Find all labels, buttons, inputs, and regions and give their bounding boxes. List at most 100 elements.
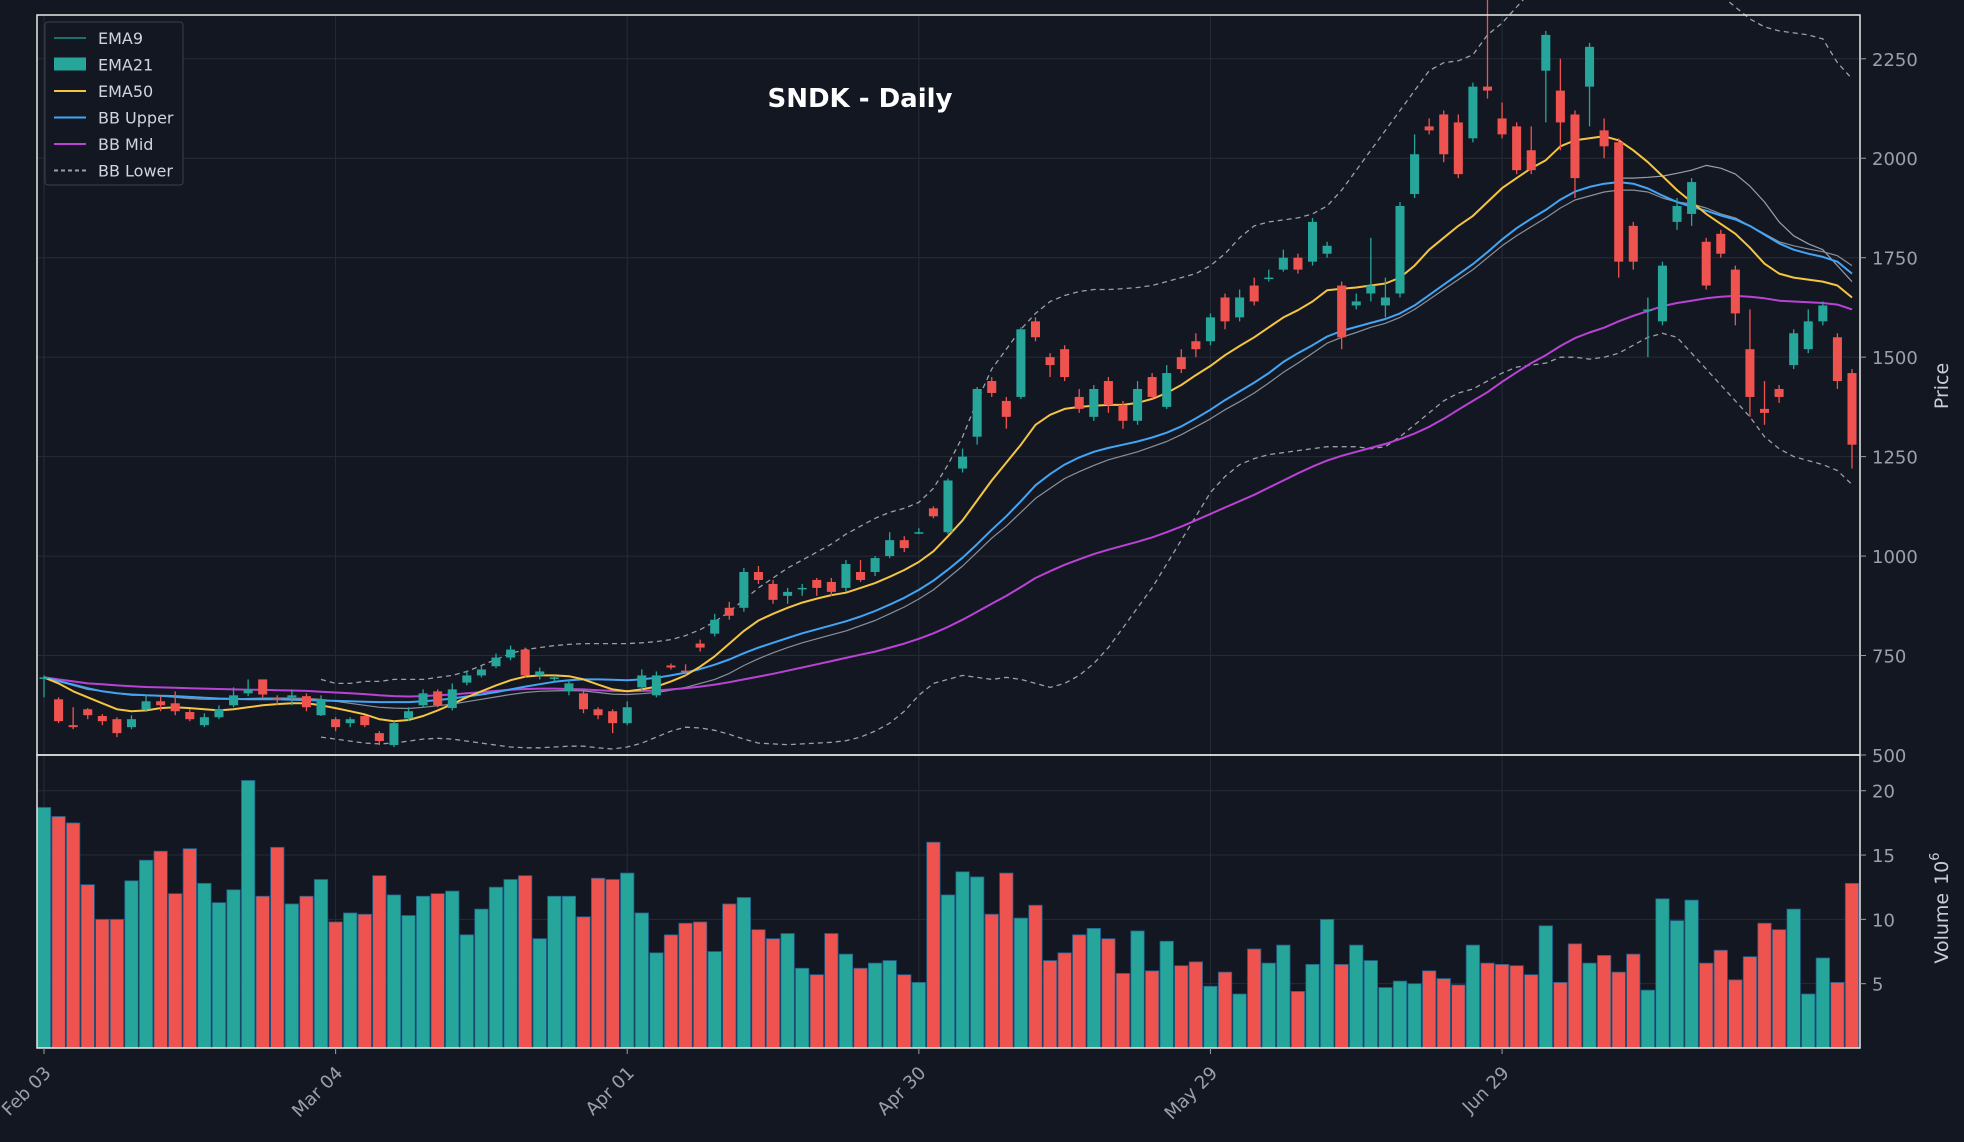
volume-bar <box>634 912 649 1049</box>
candle-body <box>1001 400 1011 417</box>
volume-bar <box>620 872 635 1049</box>
candle-body <box>1759 408 1770 413</box>
volume-bar <box>1101 938 1116 1049</box>
bb-mid-line <box>43 294 1853 698</box>
candle-body <box>1701 241 1711 286</box>
candle-body <box>491 657 501 667</box>
volume-bar <box>1057 952 1072 1049</box>
volume-bar <box>1524 974 1539 1049</box>
volume-bar <box>430 893 445 1049</box>
candle-body <box>1351 301 1361 306</box>
candle-body <box>753 571 763 580</box>
volume-bar <box>1232 993 1247 1049</box>
price-tick-label: 500 <box>1872 746 1906 767</box>
candles <box>39 0 1857 748</box>
volume-bar <box>1217 971 1233 1049</box>
candle-body <box>958 456 968 469</box>
volume-tick-label: 10 <box>1872 910 1895 931</box>
candle-body <box>578 693 589 710</box>
volume-bar <box>1261 962 1276 1049</box>
volume-bar <box>1844 882 1860 1049</box>
candle-body <box>97 716 107 722</box>
volume-bar <box>1494 963 1510 1049</box>
volume-bar <box>838 953 854 1049</box>
volume-bar <box>328 921 343 1049</box>
volume-bar <box>940 894 956 1049</box>
volume-bar <box>605 879 620 1049</box>
volume-bar <box>1553 981 1568 1049</box>
candle-body <box>141 701 151 710</box>
candle-body <box>243 689 253 694</box>
candle-body <box>1687 182 1697 214</box>
ema9-upper-line <box>1618 164 1853 283</box>
candle-body <box>1118 404 1128 421</box>
volume-bar <box>1115 972 1131 1049</box>
candle-body <box>651 675 661 696</box>
candle-body <box>1133 388 1143 421</box>
bb-lower-upper-band-line <box>320 0 1853 685</box>
volume-bar <box>299 895 314 1049</box>
legend: EMA9 EMA21 EMA50 BB Upper BB Mid BB Lower <box>44 21 184 186</box>
volume-bar <box>401 915 416 1049</box>
candle-body <box>199 717 209 726</box>
volume-bar <box>1378 987 1393 1049</box>
candle-body <box>1162 373 1172 407</box>
volume-bar <box>1509 965 1524 1049</box>
volume-bar <box>488 886 504 1049</box>
candle-body <box>1803 321 1813 350</box>
volume-bar <box>153 850 168 1049</box>
volume-bar <box>984 913 999 1049</box>
candle-body <box>170 703 180 712</box>
volume-bar <box>590 877 606 1049</box>
candle-body <box>389 723 399 746</box>
candle-body <box>564 683 574 692</box>
volume-bar <box>1771 929 1787 1049</box>
candle-body <box>214 709 224 718</box>
candle-body <box>841 564 851 588</box>
volume-bar <box>1465 944 1481 1049</box>
volume-bar <box>722 903 737 1049</box>
candle-body <box>112 719 122 734</box>
price-axis-ticks: 500 750 1000 1250 1500 1750 2000 2250 <box>1860 50 1918 767</box>
ema21-line <box>43 189 1853 710</box>
volume-bar <box>1392 980 1408 1049</box>
candle-body <box>345 719 355 724</box>
volume-bar <box>1640 989 1655 1049</box>
candle-body <box>1526 150 1536 171</box>
volume-bar <box>751 929 766 1049</box>
candle-body <box>54 699 64 722</box>
price-grid <box>37 15 1860 755</box>
volume-bar <box>795 967 810 1049</box>
candle-body <box>1730 269 1740 314</box>
candle-body <box>1745 349 1755 397</box>
bb-lower-line <box>320 332 1853 750</box>
candle-body <box>1585 46 1595 87</box>
price-tick-label: 1000 <box>1872 547 1918 568</box>
volume-bar <box>1538 925 1553 1049</box>
candle-body <box>272 698 282 701</box>
volume-bar <box>445 890 460 1049</box>
volume-bar <box>1757 922 1772 1049</box>
candle-body <box>885 540 895 557</box>
candle-body <box>739 571 749 608</box>
price-axis-label: Price <box>1931 363 1953 409</box>
candle-body <box>1030 321 1041 338</box>
candle-body <box>1074 396 1084 409</box>
candle-body <box>126 719 137 728</box>
volume-bar <box>1830 981 1845 1049</box>
volume-bar <box>882 960 897 1049</box>
candle-body <box>1176 357 1186 370</box>
candle-body <box>83 709 93 716</box>
volume-bar <box>1013 917 1029 1049</box>
candle-body <box>1628 225 1638 262</box>
legend-label: BB Mid <box>98 135 153 154</box>
volume-bar <box>576 916 591 1049</box>
indicator-lines <box>43 0 1853 750</box>
candle-body <box>360 716 370 726</box>
volume-bar <box>1699 962 1714 1049</box>
volume-bar <box>1567 943 1583 1049</box>
candle-body <box>1453 122 1463 175</box>
volume-bar <box>1203 985 1218 1049</box>
candle-body <box>1657 265 1667 322</box>
